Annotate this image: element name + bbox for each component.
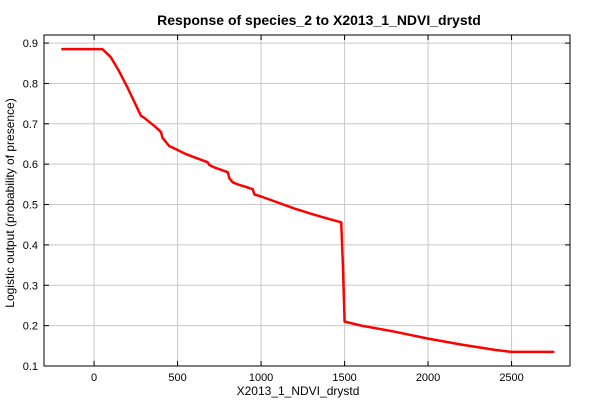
x-axis-label: X2013_1_NDVI_drystd [237, 384, 360, 398]
x-tick-label: 1500 [332, 372, 356, 384]
y-tick-label: 0.7 [23, 119, 38, 131]
y-axis-label: Logistic output (probability of presence… [3, 98, 17, 307]
y-tick-label: 0.8 [23, 78, 38, 90]
series-line-response [61, 47, 555, 354]
x-tick-label: 2000 [416, 372, 440, 384]
tick-layer: 0 500 1000 1500 2000 2500 0.1 0.2 0.3 0.4 0.5 0.6 0.… [23, 35, 570, 384]
plot-frame [43, 34, 571, 367]
series-layer [61, 47, 555, 354]
x-tick-label: 2500 [499, 372, 523, 384]
x-tick-label: 0 [91, 372, 97, 384]
chart-title: Response of species_2 to X2013_1_NDVI_dr… [157, 12, 481, 28]
y-tick-label: 0.9 [23, 38, 38, 50]
y-tick-label: 0.4 [23, 240, 38, 252]
y-tick-label: 0.6 [23, 159, 38, 171]
y-tick-label: 0.1 [23, 361, 38, 373]
y-tick-label: 0.5 [23, 200, 38, 212]
x-tick-label: 1000 [249, 372, 273, 384]
grid-layer [44, 35, 570, 367]
y-tick-label: 0.2 [23, 321, 38, 333]
x-tick-label: 500 [168, 372, 186, 384]
y-tick-label: 0.3 [23, 280, 38, 292]
